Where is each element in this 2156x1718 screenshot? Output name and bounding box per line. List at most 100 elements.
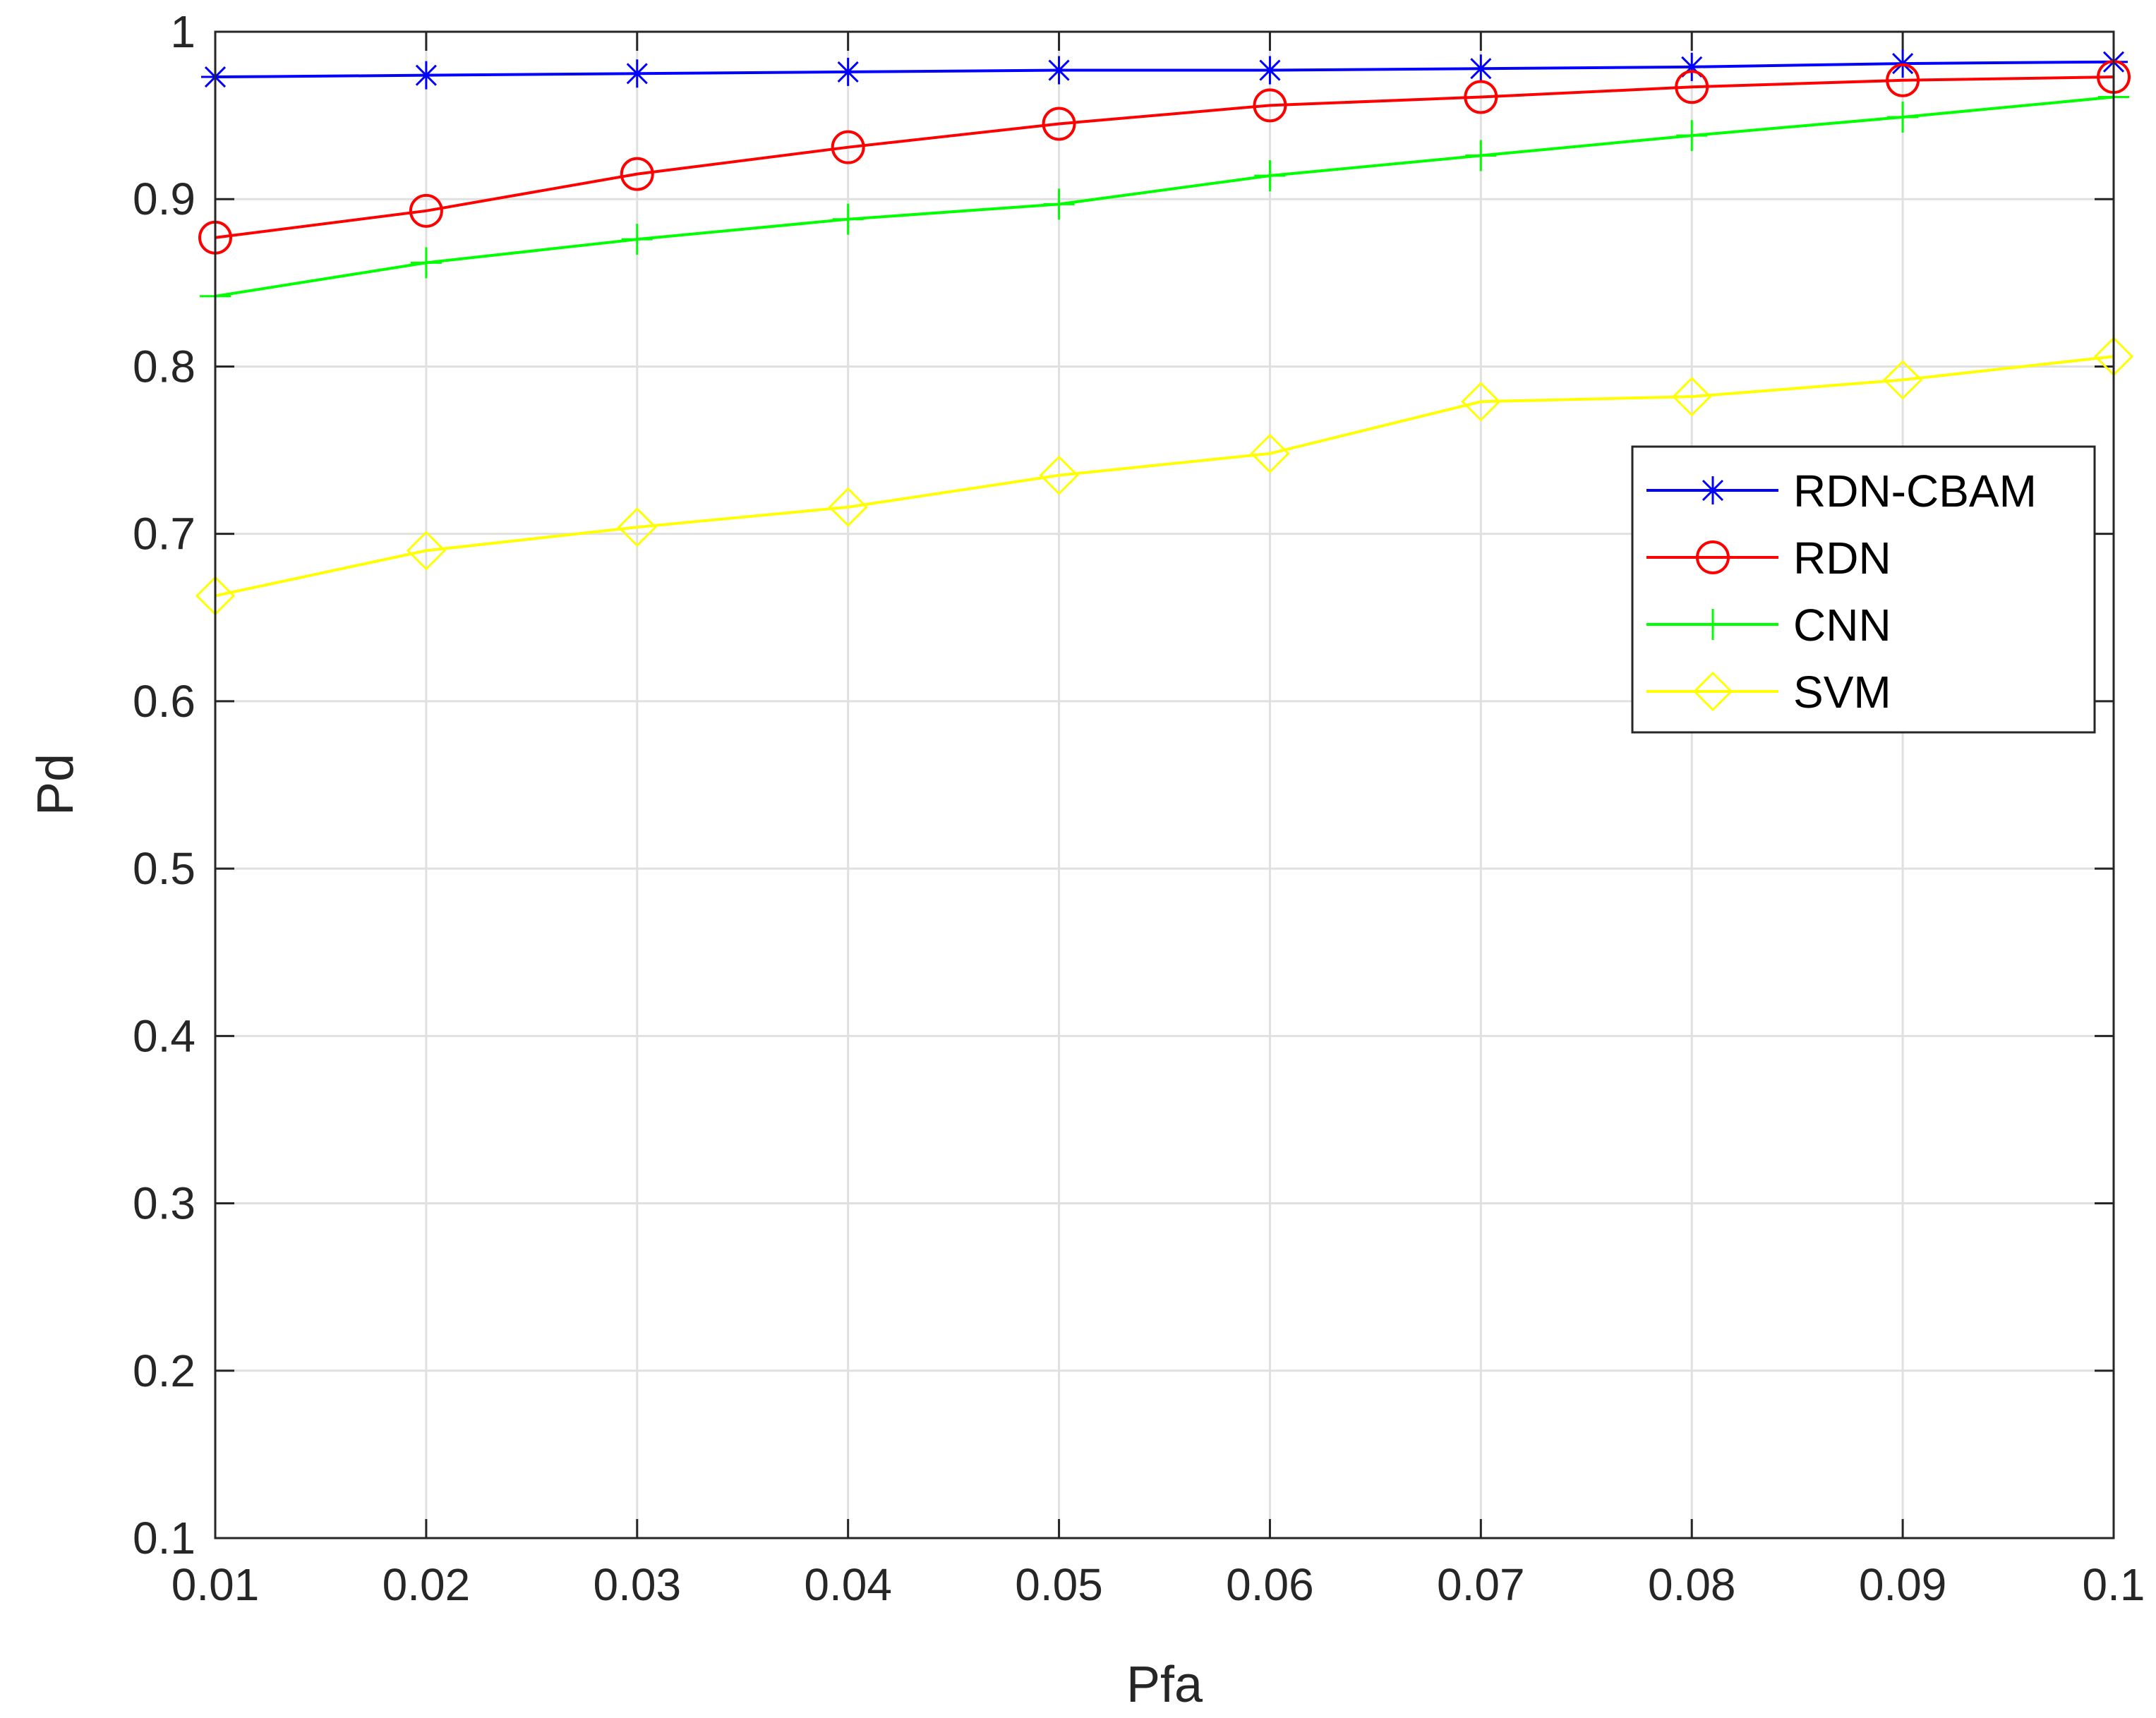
x-tick-label: 0.07 [1437,1559,1525,1610]
asterisk-marker-shape [622,59,651,88]
circle-marker-shape [831,130,865,164]
legend-label: RDN-CBAM [1793,466,2037,516]
circle-marker-shape [1042,107,1076,141]
plus-marker-shape [1254,160,1286,192]
diamond-marker-shape [406,531,447,571]
data-point [1250,433,1290,473]
data-point [1882,360,1923,400]
diamond-marker-shape [1882,360,1923,400]
x-tick-label: 0.04 [804,1559,892,1610]
data-point [1676,120,1708,152]
diamond-marker-shape [1692,671,1733,712]
y-tick-label: 0.5 [133,843,195,894]
data-point [831,130,865,164]
plus-marker-shape [410,247,442,279]
data-point [1678,52,1706,81]
y-tick-label: 0.8 [133,341,195,392]
data-point [1886,63,1920,97]
y-tick-label: 0.9 [133,174,195,224]
circle-marker-shape [1696,540,1730,574]
x-tick-label: 0.06 [1226,1559,1314,1610]
diamond-marker-shape [1250,433,1290,473]
data-point [621,224,653,255]
diamond-marker-shape [617,507,657,548]
legend-swatch-marker [1692,671,1733,712]
asterisk-marker-shape [1678,52,1706,81]
data-point [409,193,443,228]
data-point [1253,88,1287,123]
legend-entry: SVM [1646,667,1891,718]
data-point [1042,107,1076,141]
data-point [1467,54,1495,83]
diamond-marker-shape [828,487,868,527]
x-tick-label: 0.02 [383,1559,471,1610]
y-tick-label: 0.6 [133,676,195,727]
x-tick-label: 0.03 [593,1559,681,1610]
y-tick-label: 0.2 [133,1345,195,1396]
data-point [622,59,651,88]
y-tick-label: 0.1 [133,1513,195,1563]
series-line [215,75,2114,239]
plus-marker-shape [1676,120,1708,152]
x-tick-label: 0.05 [1015,1559,1103,1610]
x-tick-label: 0.09 [1859,1559,1947,1610]
data-point [1039,455,1079,495]
data-point [620,157,654,191]
y-axis-label: Pd [28,754,84,816]
data-point [411,61,440,90]
circle-marker-shape [620,157,654,191]
circle-marker-shape [1253,88,1287,123]
y-tick-label: 1 [170,6,195,57]
data-point [1461,382,1501,422]
series-line [215,60,2114,79]
y-tick-labels: 0.1 0.2 0.3 0.4 0.5 0.6 0.7 0.8 0.9 1 [133,6,195,1563]
data-point [410,247,442,279]
plus-marker-shape [1697,609,1728,640]
plus-marker-shape [1465,140,1497,171]
x-tick-labels: 0.01 0.02 0.03 0.04 0.05 0.06 0.07 0.08 0.09 0.1 [171,1559,2145,1610]
legend-swatch-marker [1699,476,1727,504]
legend-label: SVM [1793,667,1891,718]
circle-marker-shape [1886,63,1920,97]
series-line [215,355,2114,598]
x-tick-label: 0.08 [1648,1559,1736,1610]
x-tick-label: 0.01 [171,1559,260,1610]
data-point [1672,377,1712,417]
circle-marker-shape [1675,70,1709,104]
data-point [1675,70,1709,104]
y-tick-label: 0.7 [133,509,195,559]
axes-box [214,30,2115,1539]
legend-entry: RDN [1646,533,1891,583]
data-point [828,487,868,527]
legend-swatch-marker [1696,540,1730,574]
asterisk-marker-shape [411,61,440,90]
legend-label: CNN [1793,600,1891,651]
data-point [1465,140,1497,171]
data-point [406,531,447,571]
data-point [832,203,864,235]
legend-label: RDN [1793,533,1891,583]
asterisk-marker-shape [1255,56,1284,85]
data-point [1887,101,1919,133]
x-tick-label: 0.1 [2083,1559,2145,1610]
data-point [1255,56,1284,85]
data-point [1254,160,1286,192]
data-point [617,507,657,548]
series-cnn [200,81,2129,312]
circle-marker-shape [1464,80,1498,114]
legend: RDN-CBAM RDN CNN SVM [1631,445,2096,734]
series-line [215,95,2114,298]
circle-marker-shape [409,193,443,228]
asterisk-marker-shape [833,57,862,86]
diamond-marker-shape [1672,377,1712,417]
legend-entry: CNN [1646,600,1891,651]
y-tick-label: 0.3 [133,1178,195,1229]
legend-entry: RDN-CBAM [1646,466,2037,516]
plus-marker-shape [621,224,653,255]
plus-marker-shape [832,203,864,235]
diamond-marker-shape [1039,455,1079,495]
plus-marker-shape [1043,188,1075,220]
x-axis-label: Pfa [1126,1657,1203,1713]
legend-swatch-marker [1697,609,1728,640]
